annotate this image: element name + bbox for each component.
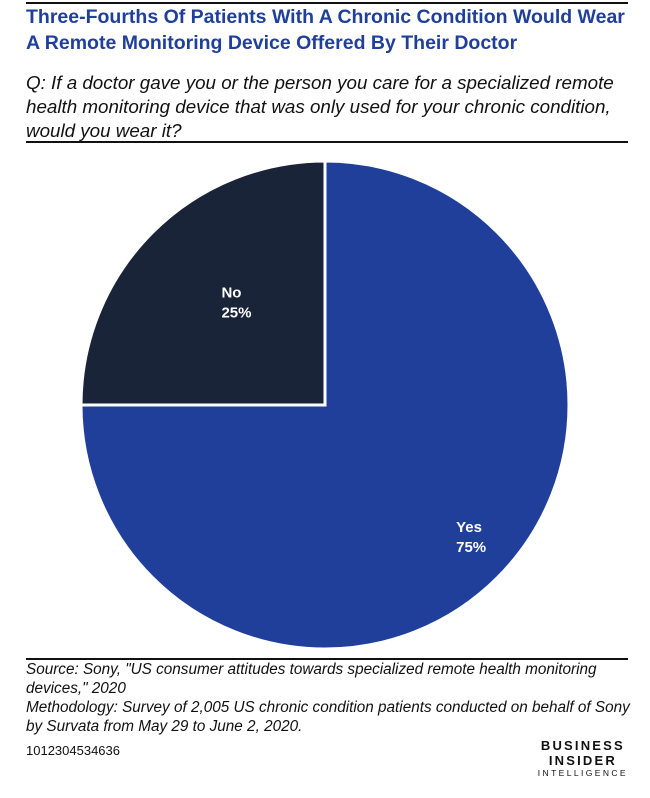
slice-category-label: Yes (456, 519, 482, 536)
header-divider (26, 141, 628, 143)
business-insider-intelligence-logo: BUSINESS INSIDER INTELLIGENCE (538, 738, 628, 779)
chart-id: 1012304534636 (26, 743, 120, 758)
chart-title: Three-Fourths Of Patients With A Chronic… (26, 6, 625, 54)
logo-line-insider: INSIDER (548, 753, 617, 768)
footer-divider (26, 658, 628, 660)
source-text: Source: Sony, "US consumer attitudes tow… (26, 661, 597, 697)
slice-category-label: No (221, 284, 241, 301)
slice-label-no: No 25% (221, 284, 251, 321)
pie-slice-no (79, 159, 327, 407)
top-rule (26, 2, 628, 4)
slice-value-label: 25% (221, 304, 251, 321)
pie-chart: Yes 75% No 25% (79, 159, 571, 651)
slice-label-yes: Yes 75% (456, 519, 486, 556)
logo-line-intelligence: INTELLIGENCE (537, 768, 628, 778)
methodology-text: Methodology: Survey of 2,005 US chronic … (26, 699, 630, 735)
slice-value-label: 75% (456, 539, 486, 556)
survey-question: Q: If a doctor gave you or the person yo… (26, 72, 614, 141)
source-notes: Source: Sony, "US consumer attitudes tow… (26, 660, 636, 736)
logo-line-business: BUSINESS (540, 738, 625, 753)
pie-slice-yes (79, 159, 571, 651)
